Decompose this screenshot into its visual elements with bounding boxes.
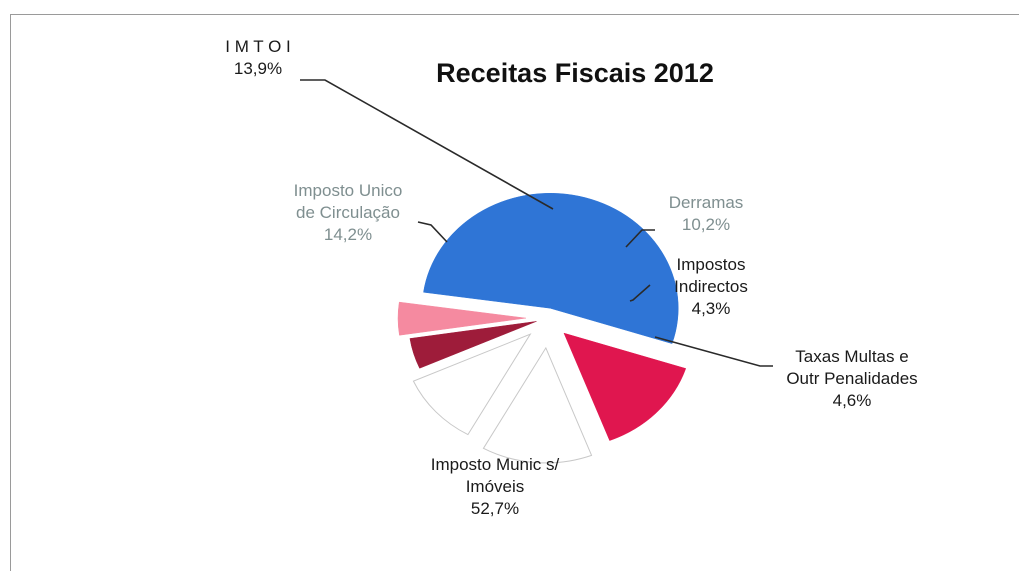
data-label-line: Imóveis bbox=[466, 477, 525, 496]
pie-slice-imposto-unico-circulacao bbox=[563, 332, 687, 441]
pie-slice-derramas bbox=[412, 333, 532, 436]
data-label-line: 52,7% bbox=[471, 499, 519, 518]
data-label-line: I M T O I bbox=[225, 37, 291, 56]
data-label-line: Impostos bbox=[677, 255, 746, 274]
data-label-line: 13,9% bbox=[234, 59, 282, 78]
leader-line-taxas-multas bbox=[654, 336, 773, 367]
leader-line-imposto-unico-circulacao bbox=[417, 221, 448, 243]
pie-slice-impostos-indirectos bbox=[409, 321, 537, 369]
data-label-line: Imposto Unico bbox=[294, 181, 403, 200]
data-label-imtoi: I M T O I 13,9% bbox=[225, 37, 291, 78]
leader-line-imtoi bbox=[300, 79, 554, 210]
pie-slice-imposto-municipal-imoveis bbox=[423, 193, 679, 344]
leader-line-impostos-indirectos bbox=[629, 284, 651, 302]
data-label-line: Derramas bbox=[669, 193, 744, 212]
data-label-imposto-municipal-imoveis: Imposto Munic s/Imóveis 52,7% bbox=[431, 455, 560, 518]
data-label-taxas-multas: Taxas Multas e Outr Penalidades 4,6% bbox=[786, 347, 917, 410]
chart-frame bbox=[10, 14, 1019, 571]
data-label-imposto-unico-circulacao: Imposto Unico de Circulação 14,2% bbox=[294, 181, 403, 244]
data-label-line: 14,2% bbox=[324, 225, 372, 244]
leader-line-derramas bbox=[625, 229, 655, 248]
data-label-line: Indirectos bbox=[674, 277, 748, 296]
data-label-line: Imposto Munic s/ bbox=[431, 455, 560, 474]
pie-slice-imtoi bbox=[482, 346, 593, 464]
pie-slice-taxas-multas bbox=[397, 301, 527, 336]
data-label-line: de Circulação bbox=[296, 203, 400, 222]
data-label-impostos-indirectos: Impostos Indirectos 4,3% bbox=[674, 255, 748, 318]
data-label-line: Taxas Multas e bbox=[795, 347, 908, 366]
data-label-line: 4,6% bbox=[833, 391, 872, 410]
chart-title: Receitas Fiscais 2012 bbox=[436, 58, 714, 88]
data-label-derramas: Derramas 10,2% bbox=[669, 193, 744, 234]
data-label-line: 10,2% bbox=[682, 215, 730, 234]
data-label-line: Outr Penalidades bbox=[786, 369, 917, 388]
data-label-line: 4,3% bbox=[692, 299, 731, 318]
